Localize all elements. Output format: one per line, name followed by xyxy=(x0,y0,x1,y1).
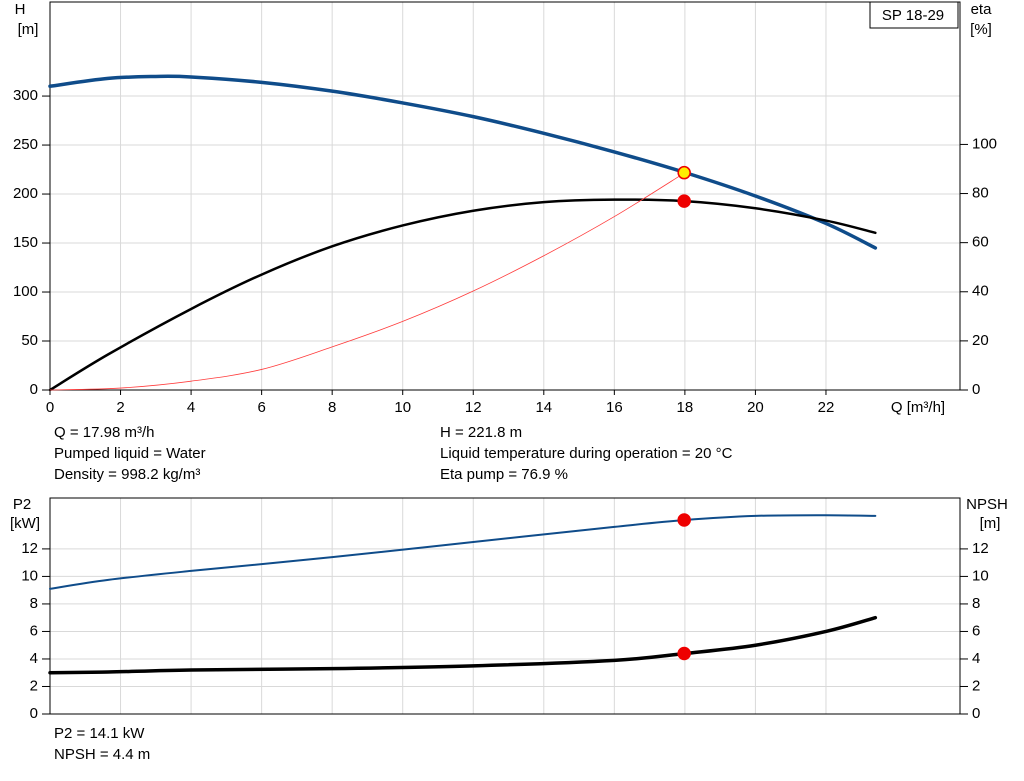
y-tick-label: 200 xyxy=(13,185,38,202)
y-tick-label: 2 xyxy=(30,677,38,694)
y-label: H xyxy=(15,1,26,18)
y2-tick-label: 6 xyxy=(972,622,980,639)
y-unit: [kW] xyxy=(10,515,40,532)
operating-point xyxy=(677,513,691,527)
y2-tick-label: 100 xyxy=(972,135,997,152)
y-tick-label: 0 xyxy=(30,705,38,722)
y-tick-label: 300 xyxy=(13,87,38,104)
x-label: Q [m³/h] xyxy=(891,399,945,416)
y2-label: NPSH xyxy=(966,496,1008,513)
curve xyxy=(49,514,877,590)
curve xyxy=(49,172,686,391)
y2-tick-label: 12 xyxy=(972,540,989,557)
y-tick-label: 100 xyxy=(13,283,38,300)
operating-note: Pumped liquid = Water xyxy=(54,445,206,462)
y2-tick-label: 8 xyxy=(972,595,980,612)
curve xyxy=(48,74,878,250)
y2-tick-label: 0 xyxy=(972,705,980,722)
grid-layer xyxy=(49,2,960,715)
plot-frame xyxy=(49,497,961,715)
operating-note: Density = 998.2 kg/m³ xyxy=(54,466,200,483)
y2-tick-label: 40 xyxy=(972,283,989,300)
curve xyxy=(48,198,877,392)
operating-note: H = 221.8 m xyxy=(440,424,522,441)
y2-tick-label: 80 xyxy=(972,185,989,202)
y-tick-label: 50 xyxy=(21,332,38,349)
operating-point xyxy=(677,646,691,661)
y2-tick-label: 20 xyxy=(972,332,989,349)
x-tick-label: 18 xyxy=(677,399,694,416)
model-label: SP 18-29 xyxy=(882,7,944,24)
y2-tick-label: 4 xyxy=(972,650,980,667)
plot-frame xyxy=(49,1,961,391)
x-tick-label: 12 xyxy=(465,399,482,416)
y2-unit: [%] xyxy=(970,21,992,38)
y-label: P2 xyxy=(13,496,31,513)
x-tick-label: 4 xyxy=(187,399,195,416)
operating-note: Liquid temperature during operation = 20… xyxy=(440,445,733,462)
y-tick-label: 250 xyxy=(13,136,38,153)
x-tick-label: 20 xyxy=(747,399,764,416)
y2-tick-label: 0 xyxy=(972,381,980,398)
y-tick-label: 6 xyxy=(30,622,38,639)
x-tick-label: 8 xyxy=(328,399,336,416)
y2-label: eta xyxy=(971,1,993,18)
x-tick-label: 6 xyxy=(257,399,265,416)
operating-note: Q = 17.98 m³/h xyxy=(54,424,154,441)
model-box xyxy=(869,1,959,29)
y-tick-label: 150 xyxy=(13,234,38,251)
x-tick-label: 16 xyxy=(606,399,623,416)
x-tick-label: 10 xyxy=(394,399,411,416)
y2-unit: [m] xyxy=(980,515,1001,532)
x-tick-label: 2 xyxy=(116,399,124,416)
operating-note: P2 = 14.1 kW xyxy=(54,725,145,742)
y-tick-label: 12 xyxy=(21,540,38,557)
y2-tick-label: 2 xyxy=(972,677,980,694)
x-tick-label: 22 xyxy=(818,399,835,416)
x-tick-label: 0 xyxy=(46,399,54,416)
y2-tick-label: 60 xyxy=(972,234,989,251)
y-tick-label: 0 xyxy=(30,381,38,398)
x-tick-label: 14 xyxy=(535,399,552,416)
operating-point xyxy=(677,165,691,180)
curve xyxy=(48,615,878,675)
operating-note: Eta pump = 76.9 % xyxy=(440,466,568,483)
operating-point xyxy=(677,194,691,208)
y-tick-label: 10 xyxy=(21,567,38,584)
y-tick-label: 8 xyxy=(30,595,38,612)
y-tick-label: 4 xyxy=(30,650,38,667)
operating-note: NPSH = 4.4 m xyxy=(54,746,150,763)
y-unit: [m] xyxy=(18,21,39,38)
y2-tick-label: 10 xyxy=(972,567,989,584)
